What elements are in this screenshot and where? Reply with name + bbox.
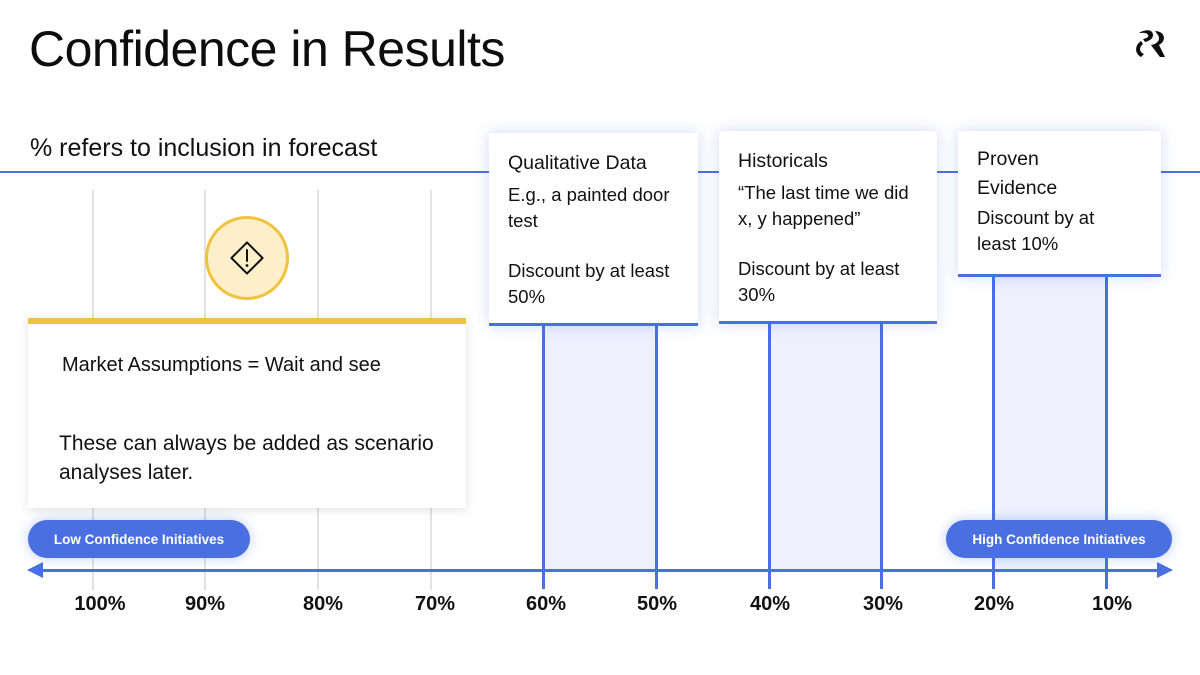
gridline-10 xyxy=(1105,273,1108,589)
card-title: Qualitative Data xyxy=(508,152,647,174)
card-discount: Discount by at least 10% xyxy=(977,207,1095,254)
band-historicals xyxy=(770,323,882,570)
gridline-40 xyxy=(768,321,771,589)
tick-label: 20% xyxy=(973,593,1015,615)
arrow-right-icon xyxy=(1157,562,1173,578)
high-confidence-pill: High Confidence Initiatives xyxy=(946,520,1172,558)
card-description: “The last time we did x, y happened” xyxy=(738,182,909,229)
card-title: Proven Evidence xyxy=(977,148,1058,199)
gridline-30 xyxy=(880,321,883,589)
tick-label: 80% xyxy=(302,593,344,615)
market-assumptions-body: These can always be added as scenario an… xyxy=(59,432,434,484)
tick-label: 90% xyxy=(184,593,226,615)
arrow-left-icon xyxy=(27,562,43,578)
band-qualitative xyxy=(544,325,657,570)
card-discount: Discount by at least 30% xyxy=(738,258,900,305)
tick-label: 60% xyxy=(525,593,567,615)
tick-label: 40% xyxy=(749,593,791,615)
tick-label: 70% xyxy=(414,593,456,615)
tick-label: 50% xyxy=(636,593,678,615)
confidence-axis xyxy=(40,569,1162,572)
warning-diamond-icon xyxy=(230,241,264,275)
subtitle: % refers to inclusion in forecast xyxy=(30,134,378,162)
tick-label: 10% xyxy=(1091,593,1133,615)
low-confidence-pill: Low Confidence Initiatives xyxy=(28,520,250,558)
card-qualitative-data: Qualitative Data E.g., a painted door te… xyxy=(489,133,698,326)
gridline-60 xyxy=(542,323,545,589)
market-assumptions-card: Market Assumptions = Wait and see These … xyxy=(28,318,466,508)
page-title: Confidence in Results xyxy=(29,21,505,77)
tick-label: 30% xyxy=(862,593,904,615)
warning-badge xyxy=(205,216,289,300)
card-description: E.g., a painted door test xyxy=(508,184,670,231)
gridline-20 xyxy=(992,273,995,589)
gridline-50 xyxy=(655,323,658,589)
market-assumptions-title: Market Assumptions = Wait and see xyxy=(62,354,381,376)
card-discount: Discount by at least 50% xyxy=(508,260,670,307)
card-historicals: Historicals “The last time we did x, y h… xyxy=(719,131,937,324)
card-title: Historicals xyxy=(738,150,828,172)
card-proven-evidence: Proven Evidence Discount by at least 10% xyxy=(958,131,1161,277)
tick-label: 100% xyxy=(74,593,126,615)
brand-logo-icon xyxy=(1136,30,1165,57)
